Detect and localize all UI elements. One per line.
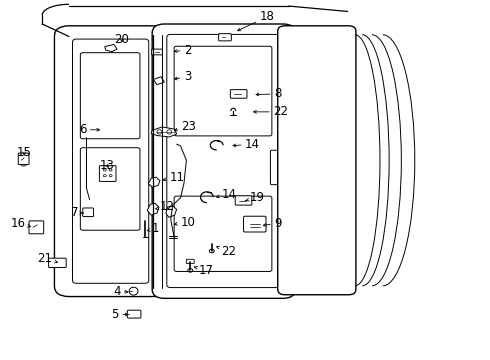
Text: 1: 1 [147,222,160,235]
FancyBboxPatch shape [219,34,231,41]
Text: 13: 13 [100,159,115,172]
Text: 12: 12 [155,201,174,213]
FancyBboxPatch shape [54,26,167,297]
FancyBboxPatch shape [29,221,44,234]
Polygon shape [166,206,176,217]
FancyBboxPatch shape [152,24,295,298]
FancyBboxPatch shape [174,196,272,271]
FancyBboxPatch shape [127,310,141,318]
FancyBboxPatch shape [152,49,162,55]
Text: 7: 7 [72,207,83,220]
Text: 3: 3 [174,70,191,83]
FancyBboxPatch shape [83,208,94,217]
FancyBboxPatch shape [49,258,66,267]
Text: 9: 9 [263,216,282,230]
FancyBboxPatch shape [278,26,356,295]
Text: 2: 2 [174,44,192,57]
Polygon shape [148,177,160,187]
Text: 5: 5 [112,308,128,321]
Text: 18: 18 [238,10,274,31]
Text: 4: 4 [113,285,128,298]
FancyBboxPatch shape [18,153,29,165]
Text: 10: 10 [174,216,196,229]
Text: 21: 21 [37,252,57,265]
Polygon shape [153,77,164,85]
FancyBboxPatch shape [73,39,149,283]
Text: 8: 8 [256,87,282,100]
Text: 14: 14 [233,138,260,150]
FancyBboxPatch shape [99,166,116,181]
Polygon shape [151,127,176,137]
FancyBboxPatch shape [80,53,140,139]
FancyBboxPatch shape [235,196,252,205]
Text: 22: 22 [254,105,288,118]
FancyBboxPatch shape [230,90,247,98]
Text: 15: 15 [17,145,31,158]
Text: 22: 22 [217,244,237,257]
Text: 19: 19 [245,191,265,204]
FancyBboxPatch shape [174,46,272,136]
Text: 23: 23 [174,121,196,134]
Text: 16: 16 [11,217,30,230]
Text: 6: 6 [79,123,99,136]
FancyBboxPatch shape [186,259,194,264]
Text: 20: 20 [115,33,129,46]
FancyBboxPatch shape [270,150,282,185]
Text: 11: 11 [163,171,184,184]
Text: 14: 14 [217,188,237,201]
Polygon shape [147,203,159,215]
Polygon shape [105,44,117,51]
FancyBboxPatch shape [80,148,140,230]
FancyBboxPatch shape [244,216,266,232]
FancyBboxPatch shape [167,35,281,288]
Text: 17: 17 [195,264,214,277]
